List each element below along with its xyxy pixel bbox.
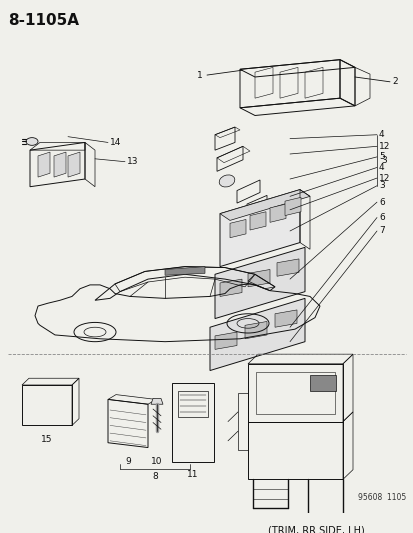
Text: 9: 9 bbox=[125, 457, 131, 466]
Text: 3: 3 bbox=[380, 156, 386, 165]
Polygon shape bbox=[38, 152, 50, 177]
Ellipse shape bbox=[26, 138, 38, 146]
Text: 14: 14 bbox=[110, 138, 121, 147]
Text: 6: 6 bbox=[378, 213, 384, 222]
Text: 3: 3 bbox=[378, 181, 384, 190]
Text: 13: 13 bbox=[127, 157, 138, 166]
Polygon shape bbox=[165, 266, 204, 275]
Text: 1: 1 bbox=[197, 70, 202, 79]
Polygon shape bbox=[284, 197, 300, 215]
Polygon shape bbox=[219, 190, 309, 221]
Text: 11: 11 bbox=[187, 470, 198, 479]
Text: 12: 12 bbox=[378, 174, 389, 183]
Text: 10: 10 bbox=[151, 457, 162, 466]
Text: 6: 6 bbox=[378, 198, 384, 207]
Polygon shape bbox=[230, 220, 245, 238]
Text: (TRIM, RR SIDE, LH): (TRIM, RR SIDE, LH) bbox=[267, 526, 364, 533]
Polygon shape bbox=[214, 247, 304, 319]
Polygon shape bbox=[247, 270, 269, 287]
Polygon shape bbox=[209, 298, 304, 370]
Ellipse shape bbox=[218, 175, 234, 187]
Text: 7: 7 bbox=[378, 227, 384, 236]
Polygon shape bbox=[249, 212, 266, 230]
Text: 95608  1105: 95608 1105 bbox=[357, 494, 405, 503]
Polygon shape bbox=[151, 399, 163, 404]
Text: 8: 8 bbox=[152, 472, 157, 481]
Polygon shape bbox=[219, 190, 299, 266]
Polygon shape bbox=[219, 279, 242, 296]
Text: 2: 2 bbox=[391, 77, 396, 86]
Text: 12: 12 bbox=[378, 142, 389, 151]
Polygon shape bbox=[68, 152, 80, 177]
Polygon shape bbox=[54, 152, 66, 177]
Polygon shape bbox=[269, 204, 285, 222]
Text: 4: 4 bbox=[378, 163, 384, 172]
Polygon shape bbox=[276, 259, 298, 276]
Text: 8-1105A: 8-1105A bbox=[8, 13, 79, 28]
Polygon shape bbox=[214, 332, 236, 349]
Text: 15: 15 bbox=[41, 435, 52, 444]
Polygon shape bbox=[274, 310, 296, 327]
Text: 5: 5 bbox=[378, 152, 384, 161]
Polygon shape bbox=[309, 375, 335, 391]
Polygon shape bbox=[244, 321, 266, 339]
Text: 4: 4 bbox=[378, 130, 384, 139]
